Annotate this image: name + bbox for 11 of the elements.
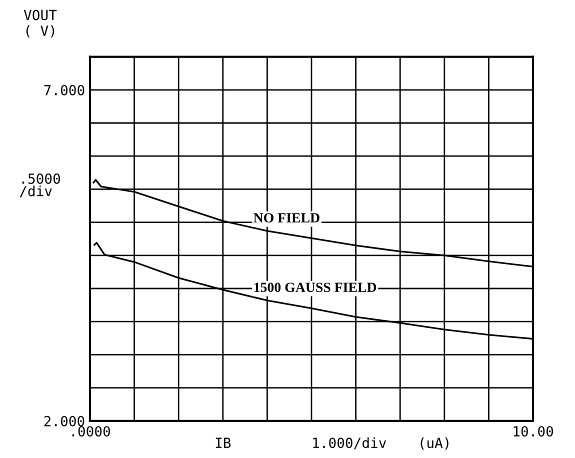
- x-axis-title: IB: [216, 438, 231, 448]
- text: .5000 /div: [20, 173, 60, 198]
- x-tick-label: .0000: [72, 426, 110, 437]
- y-tick-label: 2.000: [44, 416, 84, 426]
- y-axis-title: VOUT ( V): [24, 10, 57, 38]
- x-tick-label: 10.00: [514, 426, 554, 437]
- text: 1.000/div: [313, 437, 386, 450]
- series-label: NO FIELD: [254, 213, 320, 223]
- series-label: 1500 GAUSS FIELD: [254, 282, 376, 292]
- text: (uA): [420, 437, 448, 450]
- y-tick-label: 7.000: [44, 84, 84, 96]
